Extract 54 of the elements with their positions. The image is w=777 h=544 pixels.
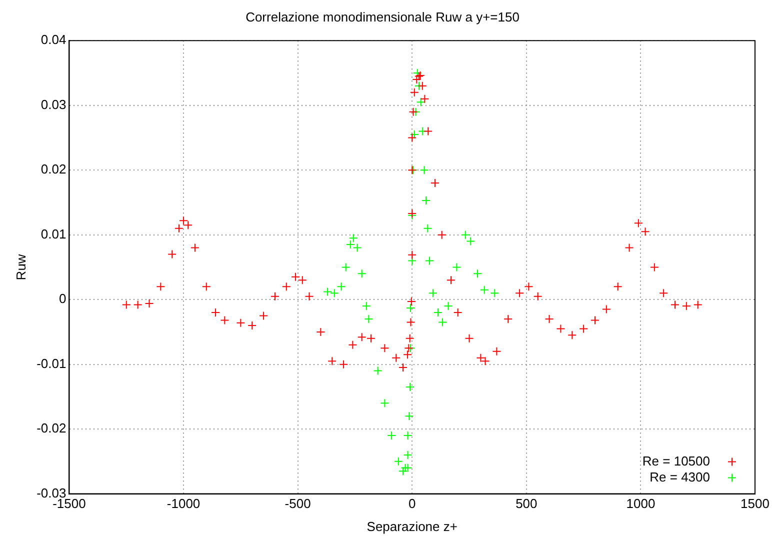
y-tick-label: -0.02: [36, 420, 66, 436]
point: [394, 456, 403, 466]
x-tick-label: -1000: [166, 496, 200, 512]
x-axis-title: Separazione z+: [366, 518, 458, 534]
point: [380, 398, 390, 408]
point: [423, 224, 432, 233]
point: [357, 269, 366, 278]
point: [422, 196, 431, 206]
point: [420, 166, 429, 175]
point: [410, 130, 419, 139]
y-tick-label: 0.03: [40, 96, 66, 112]
point: [424, 256, 434, 266]
point: [341, 262, 350, 272]
point: [406, 303, 416, 312]
point: [348, 234, 358, 243]
point: [364, 314, 374, 324]
x-tick-label: 0: [408, 496, 416, 512]
point: [403, 431, 412, 440]
point: [323, 287, 332, 296]
point: [373, 366, 382, 376]
y-tick-label: 0: [58, 291, 66, 306]
legend-label: Re = 4300: [650, 469, 710, 484]
chart-title: Correlazione monodimensionale Ruw a y+=150: [246, 9, 520, 24]
y-axis-title: Ruw: [13, 254, 28, 280]
x-tick-label: -500: [284, 496, 311, 512]
point: [438, 318, 448, 327]
y-tick-label: -0.01: [36, 356, 66, 371]
point: [416, 98, 426, 107]
y-tick-label: 0.04: [40, 32, 66, 48]
y-tick-label: 0.01: [40, 226, 66, 242]
point: [362, 302, 371, 311]
point: [452, 262, 462, 272]
x-tick-label: 1500: [740, 496, 770, 512]
point: [336, 282, 346, 292]
point: [404, 412, 414, 421]
y-tick-label: 0.02: [40, 162, 66, 177]
point: [480, 285, 489, 294]
point: [406, 382, 415, 392]
y-tick-label: -0.03: [36, 485, 66, 500]
point: [408, 256, 417, 266]
point: [403, 463, 412, 472]
point: [490, 288, 500, 298]
x-tick-label: 500: [516, 496, 538, 512]
point: [428, 288, 438, 298]
point: [433, 308, 442, 318]
point: [472, 269, 482, 278]
point: [444, 302, 453, 311]
point: [398, 466, 408, 476]
legend-label: Re = 10500: [642, 453, 710, 468]
point: [403, 450, 412, 460]
point: [330, 288, 339, 298]
point: [387, 431, 396, 440]
point: [412, 68, 422, 78]
x-tick-label: 1000: [626, 496, 656, 512]
